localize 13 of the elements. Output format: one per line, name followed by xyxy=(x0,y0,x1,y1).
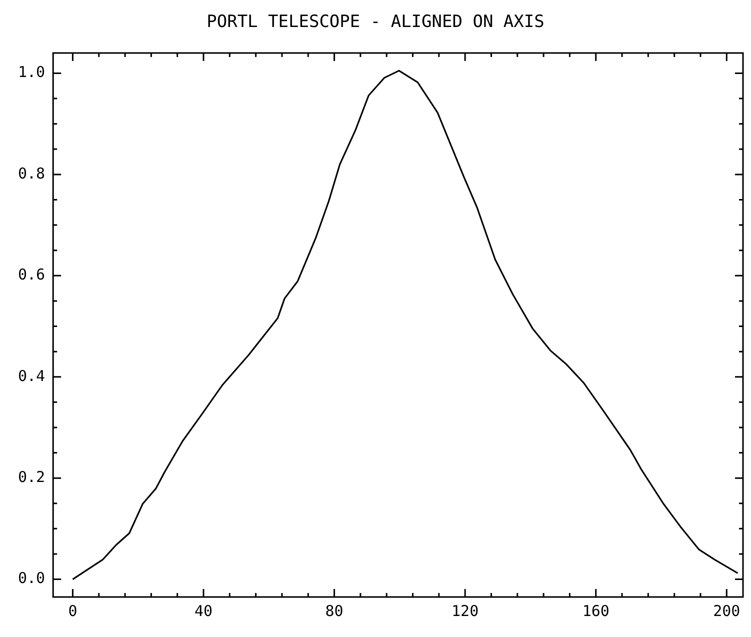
y-tick-label: 0.0 xyxy=(18,569,46,588)
x-tick-label: 160 xyxy=(582,602,610,620)
y-tick-label: 0.2 xyxy=(18,468,46,486)
x-tick-label: 80 xyxy=(325,602,344,620)
x-tick-label: 40 xyxy=(194,602,213,620)
chart-title: PORTL TELESCOPE - ALIGNED ON AXIS xyxy=(206,12,546,34)
x-tick-label: 0 xyxy=(68,602,78,620)
x-tick-label: 120 xyxy=(452,602,479,620)
x-tick-label: 200 xyxy=(713,602,740,620)
y-tick-label: 0.4 xyxy=(18,366,46,385)
y-tick-label: 1.0 xyxy=(18,63,46,82)
y-tick-label: 0.6 xyxy=(18,266,46,284)
y-tick-label: 0.8 xyxy=(18,164,46,182)
